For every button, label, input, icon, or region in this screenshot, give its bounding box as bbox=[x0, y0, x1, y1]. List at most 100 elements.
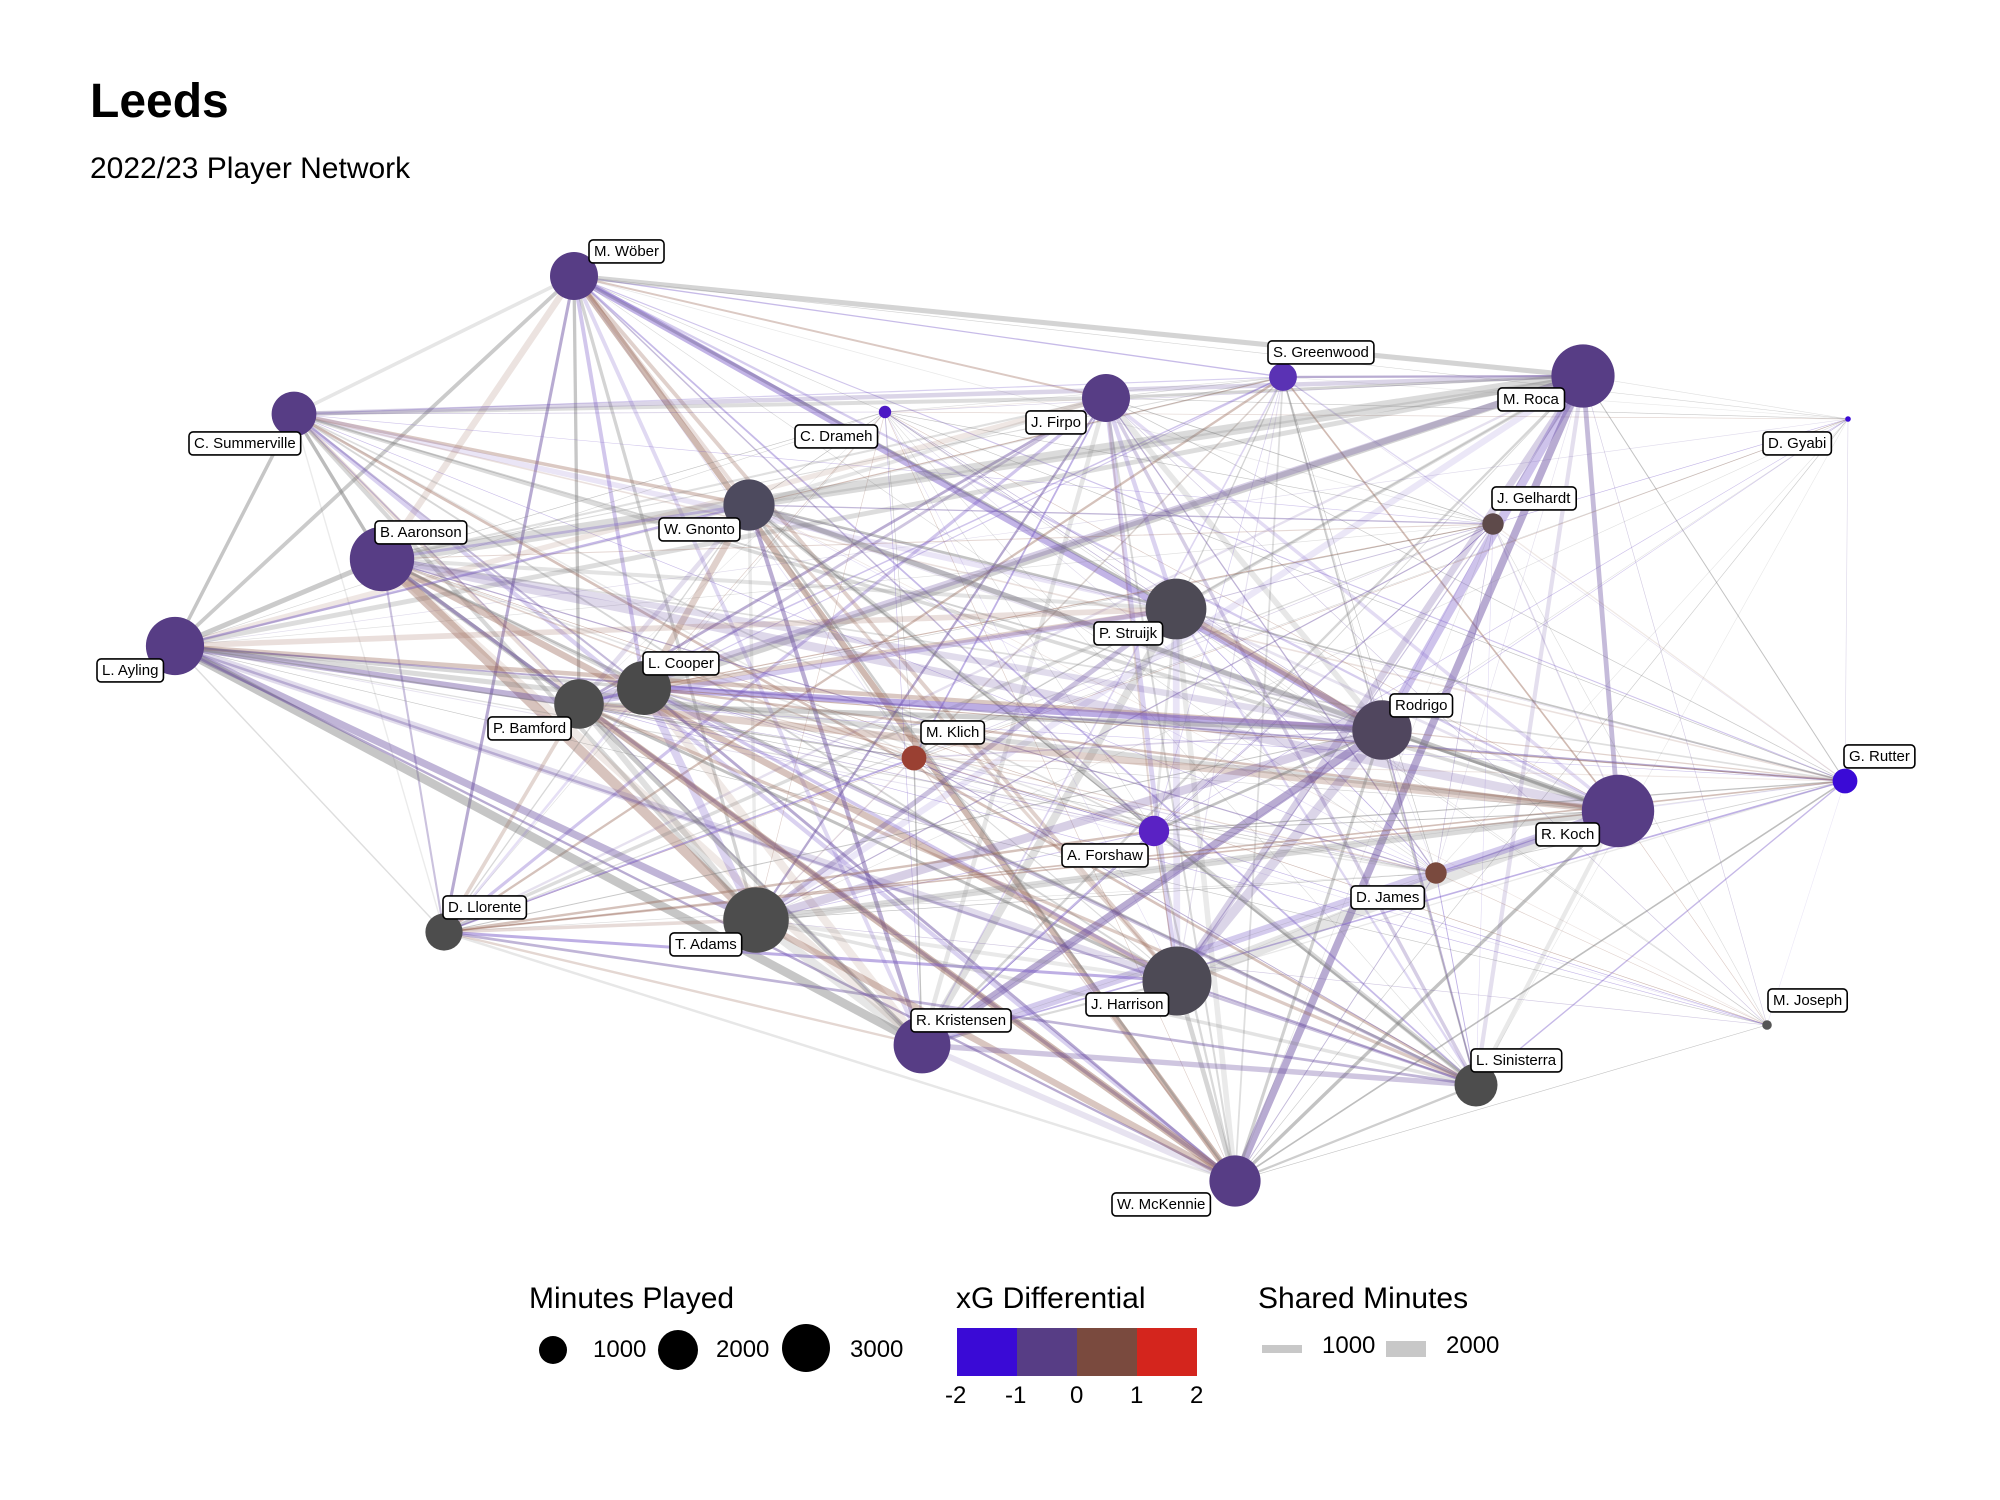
node-label-box-klich bbox=[920, 720, 986, 745]
edge-ayling-sinisterra bbox=[173, 644, 1478, 1087]
legend-xg-tick-3: 0 bbox=[1070, 1382, 1084, 1409]
edge-rodrigo-kristensen bbox=[917, 725, 1387, 1050]
edge-wober-bamford bbox=[572, 274, 581, 706]
edge-klich-sinisterra bbox=[913, 757, 1477, 1086]
legend-xg-block-4 bbox=[1137, 1328, 1197, 1376]
edge-struijk-cooper bbox=[641, 606, 1179, 691]
edge-gnonto-forshaw bbox=[748, 504, 1155, 832]
node-label-text-adams: T. Adams bbox=[675, 936, 737, 953]
edge-greenwood-cooper bbox=[643, 376, 1284, 689]
edge-forshaw-llorente bbox=[442, 829, 1156, 934]
edge-ayling-rutter bbox=[174, 645, 1846, 782]
edge-firpo-rutter bbox=[1105, 397, 1846, 782]
node-label-wober: M. Wöber bbox=[588, 239, 665, 264]
edge-rutter-forshaw bbox=[1153, 780, 1846, 832]
network-labels: M. Wöber C. Summerville C. Drameh J. Firpo S… bbox=[96, 239, 1916, 1217]
node-label-text-drameh: C. Drameh bbox=[800, 428, 873, 445]
node-label-box-drameh bbox=[794, 424, 879, 449]
edge-drameh-mckennie bbox=[884, 411, 1236, 1182]
node-llorente bbox=[425, 913, 463, 951]
legend-shared-label-1000: 1000 bbox=[1322, 1332, 1376, 1359]
edge-cooper-koch bbox=[642, 686, 1620, 813]
edge-gnonto-mckennie bbox=[747, 503, 1237, 1183]
node-label-bamford: P. Bamford bbox=[487, 716, 572, 741]
edge-wober-llorente bbox=[442, 274, 576, 934]
node-label-cooper: L. Cooper bbox=[642, 651, 720, 676]
edge-firpo-aaronson bbox=[380, 396, 1108, 561]
edge-cooper-sinisterra bbox=[642, 686, 1478, 1087]
edge-roca-forshaw bbox=[1153, 375, 1584, 832]
node-label-box-struijk bbox=[1093, 621, 1164, 646]
edge-adams-joseph bbox=[755, 919, 1768, 1026]
edge-greenwood-mckennie bbox=[1234, 376, 1284, 1182]
legend-shared-bar-2000 bbox=[1386, 1341, 1426, 1357]
edge-rodrigo-koch bbox=[1380, 728, 1620, 813]
node-label-box-forshaw bbox=[1061, 843, 1149, 868]
edge-harrison-sinisterra bbox=[1175, 979, 1478, 1087]
edge-ayling-llorente bbox=[174, 645, 445, 933]
edge-llorente-adams bbox=[442, 918, 758, 934]
node-label-text-roca: M. Roca bbox=[1503, 391, 1560, 408]
node-label-koch: R. Koch bbox=[1535, 822, 1601, 847]
edge-gelhardt-mckennie bbox=[1234, 523, 1494, 1182]
edge-wober-gelhardt bbox=[573, 275, 1494, 525]
edge-drameh-adams bbox=[755, 411, 886, 921]
edge-summerville-cooper bbox=[292, 412, 646, 690]
edge-gelhardt-joseph bbox=[1492, 523, 1768, 1026]
edge-summerville-roca bbox=[291, 373, 1586, 417]
edge-bamford-adams bbox=[575, 700, 760, 924]
node-mckennie bbox=[1209, 1155, 1261, 1207]
edge-firpo-kristensen bbox=[919, 395, 1109, 1048]
edge-rutter-harrison bbox=[1176, 780, 1846, 982]
edge-summerville-drameh bbox=[293, 411, 886, 415]
node-label-text-joseph: M. Joseph bbox=[1773, 992, 1842, 1009]
edge-firpo-rodrigo bbox=[1103, 395, 1385, 733]
node-label-text-llorente: D. Llorente bbox=[448, 899, 521, 916]
edge-ayling-harrison bbox=[171, 642, 1181, 985]
edge-gnonto-rutter bbox=[748, 504, 1846, 782]
edge-roca-klich bbox=[913, 375, 1584, 759]
edge-gnonto-joseph bbox=[748, 504, 1768, 1026]
node-label-joseph: M. Joseph bbox=[1767, 988, 1849, 1013]
edge-summerville-rodrigo bbox=[293, 413, 1383, 731]
legend-xg-block-1 bbox=[957, 1328, 1017, 1376]
edge-klich-harrison bbox=[913, 757, 1178, 982]
edge-struijk-kristensen bbox=[918, 605, 1180, 1049]
edge-gnonto-ayling bbox=[173, 503, 751, 648]
edge-forshaw-james bbox=[1153, 830, 1437, 874]
node-wober bbox=[550, 252, 598, 300]
edge-wober-firpo bbox=[573, 275, 1107, 399]
edge-drameh-sinisterra bbox=[884, 411, 1477, 1086]
node-label-kristensen: R. Kristensen bbox=[910, 1008, 1012, 1033]
node-label-harrison: J. Harrison bbox=[1085, 992, 1170, 1017]
node-label-text-forshaw: A. Forshaw bbox=[1067, 847, 1143, 864]
edge-gelhardt-koch bbox=[1492, 523, 1619, 812]
chart-title: Leeds bbox=[90, 75, 229, 128]
edge-rutter-mckennie bbox=[1234, 780, 1846, 1182]
edge-gelhardt-adams bbox=[755, 523, 1494, 921]
node-label-box-rodrigo bbox=[1389, 693, 1454, 718]
legend-shared-label-2000: 2000 bbox=[1446, 1332, 1500, 1359]
edge-roca-bamford bbox=[575, 372, 1587, 708]
edge-gelhardt-james bbox=[1435, 523, 1494, 874]
edge-cooper-rodrigo bbox=[640, 684, 1386, 734]
edge-aaronson-cooper bbox=[380, 557, 646, 690]
edge-rutter-koch bbox=[1617, 780, 1846, 812]
edge-wober-sinisterra bbox=[573, 275, 1477, 1086]
edge-aaronson-harrison bbox=[378, 555, 1181, 985]
edge-gnonto-adams bbox=[747, 503, 758, 922]
edge-drameh-struijk bbox=[884, 411, 1177, 610]
edge-koch-kristensen bbox=[917, 806, 1623, 1050]
edge-struijk-joseph bbox=[1175, 608, 1768, 1026]
node-roca bbox=[1551, 344, 1615, 408]
edge-koch-mckennie bbox=[1233, 809, 1620, 1183]
node-label-gyabi: D. Gyabi bbox=[1762, 431, 1833, 456]
edge-rodrigo-forshaw bbox=[1152, 728, 1384, 833]
node-label-box-summerville bbox=[188, 431, 302, 456]
edge-koch-llorente bbox=[443, 810, 1619, 933]
legend-xg-block-3 bbox=[1077, 1328, 1137, 1376]
edge-drameh-rutter bbox=[884, 411, 1846, 782]
edge-aaronson-ayling bbox=[172, 556, 385, 649]
edge-forshaw-koch bbox=[1153, 810, 1619, 832]
edge-koch-joseph bbox=[1617, 810, 1768, 1026]
